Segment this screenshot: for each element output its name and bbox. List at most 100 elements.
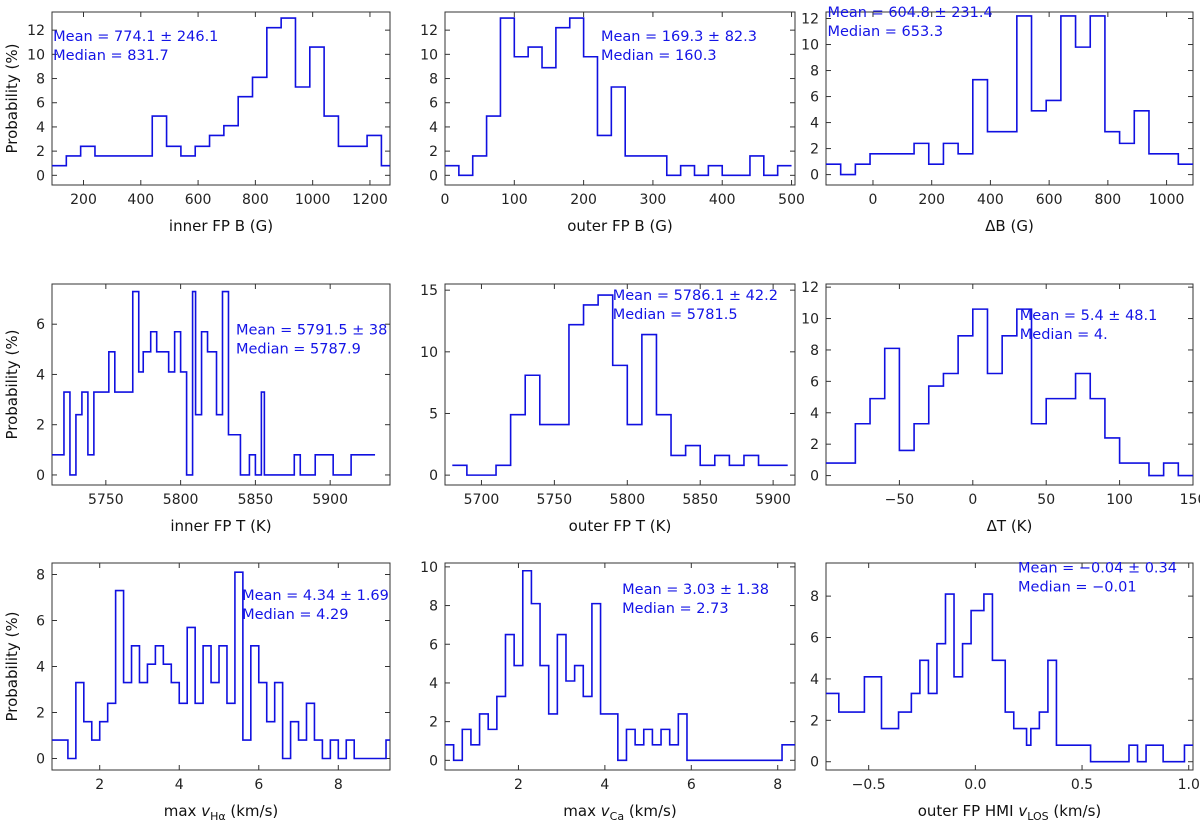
median-annotation: Median = 5781.5 (613, 307, 738, 323)
y-tick-label: 10 (420, 47, 438, 63)
y-axis-label: Probability (%) (3, 611, 21, 721)
x-tick-label: 200 (570, 192, 597, 208)
histogram-series (826, 15, 1193, 176)
x-axis-label: max vHα (km/s) (164, 802, 279, 823)
y-tick-label: 4 (36, 120, 45, 136)
median-annotation: Median = 4.29 (242, 607, 348, 623)
x-tick-label: 8 (773, 777, 782, 793)
x-tick-label: 5750 (88, 492, 124, 508)
y-tick-label: 12 (420, 23, 438, 39)
mean-annotation: Mean = 5.4 ± 48.1 (1020, 308, 1158, 324)
y-tick-label: 4 (36, 660, 45, 676)
x-tick-label: 5700 (464, 492, 500, 508)
y-tick-label: 6 (429, 637, 438, 653)
y-axis-label: Probability (%) (3, 329, 21, 439)
x-tick-label: 4 (175, 777, 184, 793)
x-tick-label: 100 (1106, 492, 1133, 508)
x-tick-label: 0.0 (964, 777, 986, 793)
y-tick-label: 4 (429, 676, 438, 692)
y-tick-label: 0 (810, 469, 819, 485)
x-tick-label: 150 (1180, 492, 1200, 508)
x-tick-label: 5850 (682, 492, 718, 508)
mean-annotation: Mean = 5791.5 ± 38 (236, 322, 387, 338)
panel-4: 5750 5800 5850 5900 0 2 4 6 Mean = 5791.5 ± 38 Me… (3, 283, 391, 535)
plot-frame (444, 562, 796, 771)
x-tick-label: 50 (1037, 492, 1055, 508)
x-tick-label: 300 (640, 192, 667, 208)
x-tick-label: 6 (687, 777, 696, 793)
y-tick-label: 8 (429, 599, 438, 615)
y-tick-label: 10 (801, 38, 819, 54)
x-tick-label: 4 (600, 777, 609, 793)
x-tick-label: 5850 (238, 492, 274, 508)
y-tick-label: 12 (801, 280, 819, 296)
x-tick-label: 400 (977, 192, 1004, 208)
y-tick-label: 2 (36, 706, 45, 722)
x-tick-label: 1000 (295, 192, 331, 208)
mean-annotation: Mean = 3.03 ± 1.38 (622, 582, 769, 598)
histogram-series (52, 290, 376, 476)
x-axis-label: inner FP B (G) (169, 217, 273, 235)
mean-annotation: Mean = 4.34 ± 1.69 (242, 588, 389, 604)
x-tick-label: 0 (869, 192, 878, 208)
median-annotation: Median = −0.01 (1018, 579, 1137, 595)
x-tick-label: −0.5 (852, 777, 886, 793)
y-axis-label: Probability (%) (3, 43, 21, 153)
y-tick-label: 4 (810, 672, 819, 688)
y-tick-label: 12 (27, 23, 45, 39)
x-axis-label: outer FP T (K) (569, 517, 672, 535)
y-tick-label: 2 (429, 715, 438, 731)
y-tick-label: 4 (36, 367, 45, 383)
x-tick-label: 8 (334, 777, 343, 793)
y-tick-label: 0 (810, 755, 819, 771)
y-tick-label: 8 (36, 72, 45, 88)
x-tick-label: 800 (1094, 192, 1121, 208)
median-annotation: Median = 653.3 (827, 24, 943, 40)
y-tick-label: 10 (801, 312, 819, 328)
panel-1: 200 400 600 800 1000 1200 0 2 4 6 8 10 12 Mean = 774.… (3, 11, 391, 235)
x-tick-label: 200 (70, 192, 97, 208)
y-tick-label: 6 (810, 631, 819, 647)
y-tick-label: 4 (429, 120, 438, 136)
y-tick-label: 6 (810, 374, 819, 390)
x-tick-label: 500 (778, 192, 805, 208)
y-tick-label: 2 (36, 144, 45, 160)
y-tick-label: 10 (27, 47, 45, 63)
y-tick-label: 0 (429, 753, 438, 769)
panel-9: −0.5 0.0 0.5 1.0 0 2 4 6 8 Mean = −0.04 ± 0.34 Med… (810, 560, 1200, 823)
y-tick-label: 5 (429, 406, 438, 422)
y-tick-label: 0 (36, 752, 45, 768)
y-tick-label: 12 (801, 12, 819, 28)
mean-annotation: Mean = 604.8 ± 231.4 (827, 5, 992, 21)
y-tick-label: 0 (36, 468, 45, 484)
x-tick-label: 100 (501, 192, 528, 208)
y-tick-label: 2 (810, 437, 819, 453)
x-tick-label: 6 (254, 777, 263, 793)
plot-frame (51, 283, 391, 486)
median-annotation: Median = 5787.9 (236, 341, 361, 357)
x-axis-label: outer FP B (G) (567, 217, 673, 235)
y-tick-label: 10 (420, 345, 438, 361)
median-annotation: Median = 160.3 (601, 48, 717, 64)
x-tick-label: 800 (242, 192, 269, 208)
x-tick-label: 400 (127, 192, 154, 208)
panel-7: 2 4 6 8 0 2 4 6 8 Mean = 4.34 ± 1.69 Median = 4.29… (3, 562, 391, 823)
histogram-series (52, 571, 390, 760)
x-tick-label: 0 (441, 192, 450, 208)
plot-frame (444, 11, 796, 186)
y-tick-label: 0 (36, 168, 45, 184)
panel-2: 0 100 200 300 400 500 0 2 4 6 8 10 12 Mean = 169.3 ± … (420, 11, 805, 235)
y-tick-label: 2 (429, 144, 438, 160)
x-tick-label: 600 (1036, 192, 1063, 208)
y-tick-label: 8 (429, 72, 438, 88)
panel-6: −50 0 50 100 150 0 2 4 6 8 10 12 Mean = 5.4 ± 48.1 Me… (801, 280, 1200, 535)
y-tick-label: 10 (420, 560, 438, 576)
x-tick-label: 200 (918, 192, 945, 208)
histogram-series (52, 17, 390, 167)
x-tick-label: 5900 (312, 492, 348, 508)
y-tick-label: 8 (810, 64, 819, 80)
y-tick-label: 6 (36, 96, 45, 112)
panel-3: 0 200 400 600 800 1000 0 2 4 6 8 10 12 Mean = 604.8 ±… (801, 5, 1194, 235)
panel-5: 5700 5750 5800 5850 5900 0 5 10 15 Mean = 5786.1 … (420, 283, 796, 535)
